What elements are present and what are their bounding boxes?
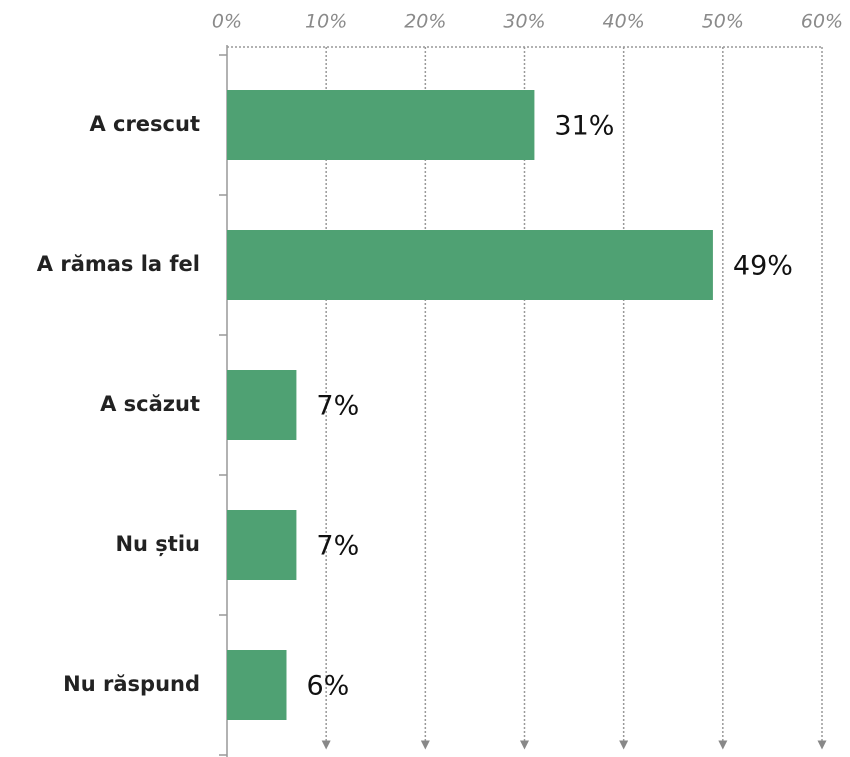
value-label: 7% — [316, 531, 359, 562]
category-label: A crescut — [89, 112, 200, 136]
value-label: 31% — [554, 111, 614, 142]
value-label: 49% — [733, 251, 793, 282]
category-label: Nu răspund — [63, 672, 200, 696]
value-label: 7% — [316, 391, 359, 422]
x-tick-label: 40% — [603, 11, 645, 33]
bar — [227, 370, 297, 440]
bar — [227, 90, 535, 160]
x-tick-label: 50% — [702, 11, 744, 33]
bar — [227, 510, 297, 580]
x-tick-label: 60% — [801, 11, 843, 33]
value-label: 6% — [307, 671, 350, 702]
category-label: Nu știu — [115, 532, 200, 556]
category-label: A rămas la fel — [37, 252, 200, 276]
category-label: A scăzut — [100, 392, 200, 416]
x-tick-label: 10% — [305, 11, 347, 33]
x-tick-label: 0% — [212, 11, 242, 33]
bar — [227, 650, 287, 720]
x-tick-label: 20% — [404, 11, 446, 33]
x-tick-label: 30% — [503, 11, 545, 33]
bar — [227, 230, 713, 300]
